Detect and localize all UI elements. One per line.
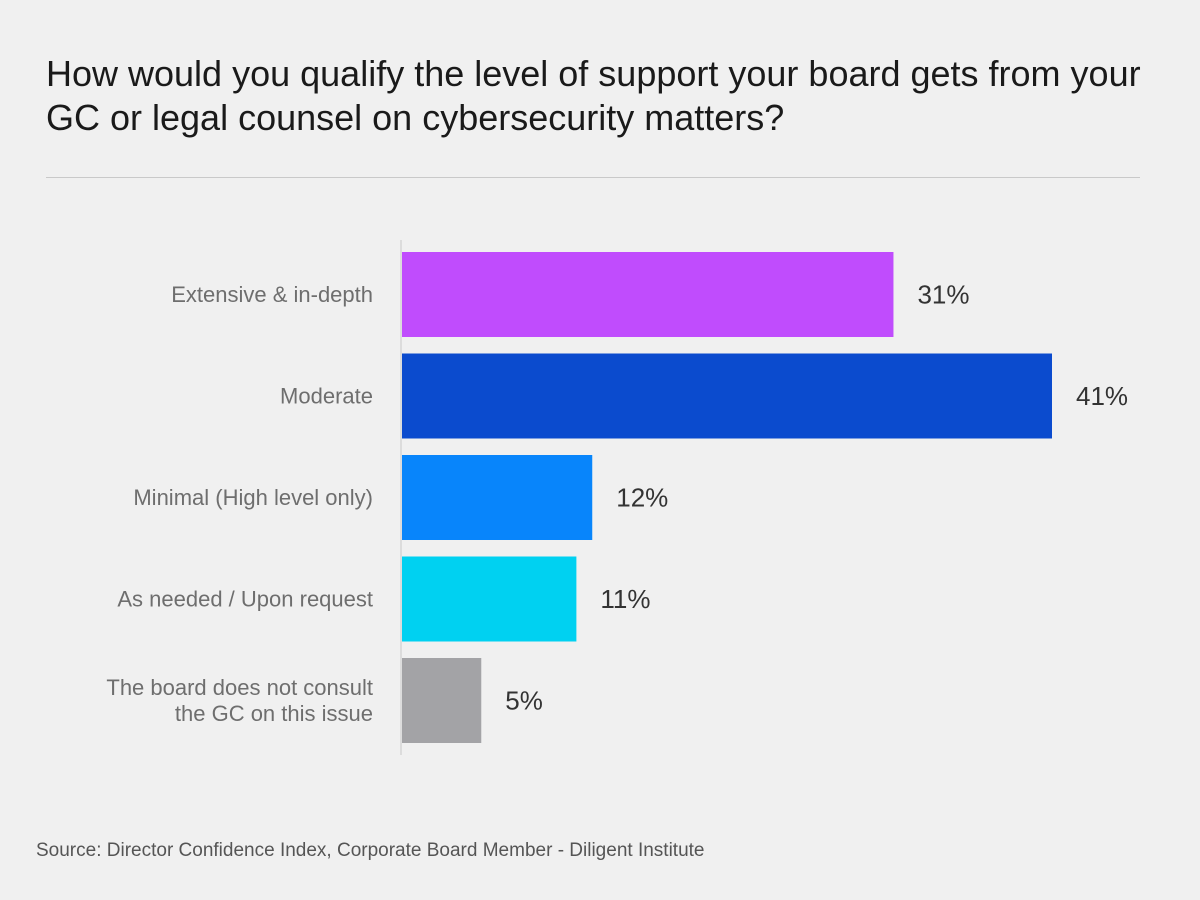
bar	[402, 353, 1052, 439]
bar	[402, 556, 577, 642]
source-note: Source: Director Confidence Index, Corpo…	[36, 840, 705, 861]
category-label: The board does not consult	[106, 675, 373, 700]
bar-value-label: 11%	[600, 584, 650, 614]
category-label: Minimal (High level only)	[133, 485, 373, 510]
category-label: As needed / Upon request	[117, 587, 373, 612]
bar-value-label: 41%	[1076, 381, 1128, 411]
bar-value-label: 31%	[917, 280, 969, 310]
bar-value-label: 12%	[616, 483, 668, 513]
chart-title: How would you qualify the level of suppo…	[46, 53, 1141, 138]
category-label: the GC on this issue	[175, 701, 373, 726]
category-label: Moderate	[280, 384, 373, 409]
bar	[402, 455, 593, 540]
bar-value-label: 5%	[505, 686, 543, 716]
category-label: Extensive & in-depth	[171, 282, 373, 307]
title-divider	[46, 177, 1140, 178]
bar	[402, 252, 894, 337]
bar	[402, 658, 482, 743]
